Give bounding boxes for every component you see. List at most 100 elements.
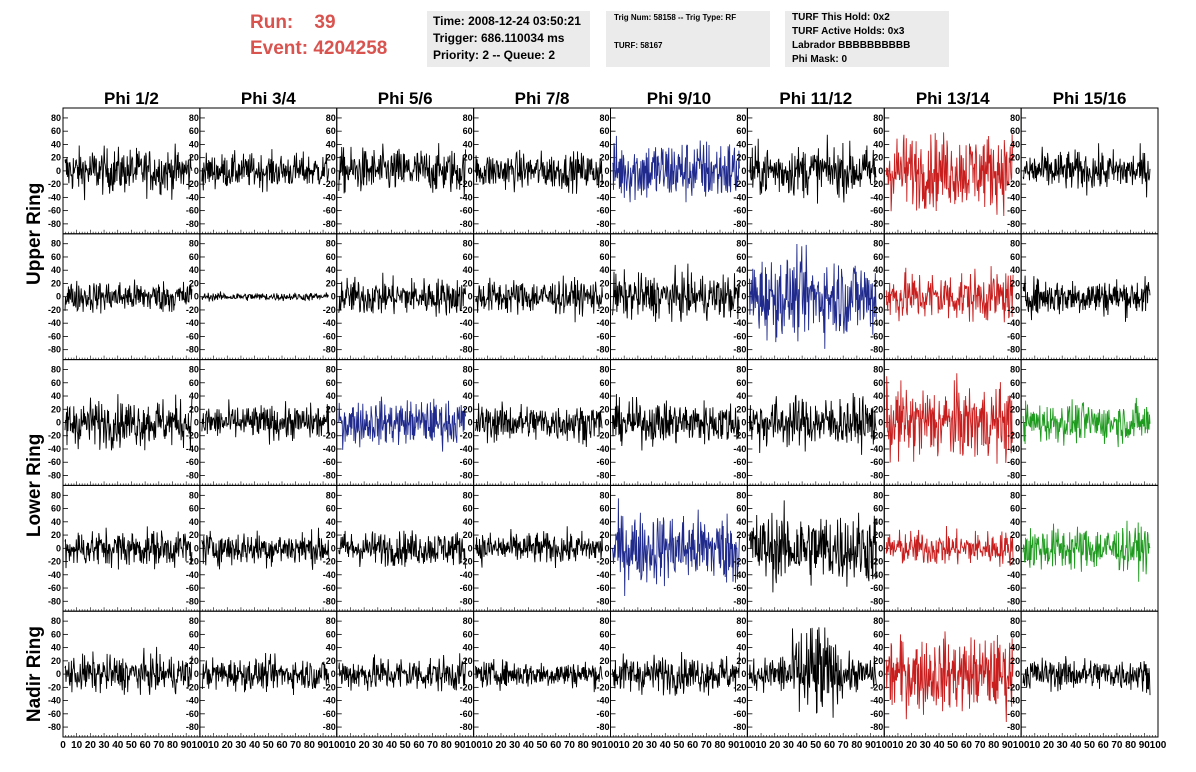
ytick-label-0-4-0: -80 xyxy=(596,219,609,229)
ytick-label-3-1-8: 80 xyxy=(189,490,199,500)
ytick-label-1-5-5: 20 xyxy=(736,278,746,288)
ytick-label-0-2-4: 0 xyxy=(331,166,336,176)
ytick-label-4-1-7: 60 xyxy=(189,629,199,639)
xtick-label-7-2: 20 xyxy=(1043,740,1055,751)
xtick-label-7-10: 100 xyxy=(1150,740,1167,751)
ytick-label-3-2-2: -40 xyxy=(323,570,336,580)
trig-num-line: Trig Num: 58158 -- Trig Type: RF xyxy=(614,13,737,22)
ytick-label-1-3-4: 0 xyxy=(468,292,473,302)
panel-frame-1-1 xyxy=(199,233,338,361)
ytick-label-3-1-4: 0 xyxy=(194,543,199,553)
ytick-label-2-7-1: -60 xyxy=(1007,457,1020,467)
ytick-label-3-6-5: 20 xyxy=(873,530,883,540)
ytick-label-3-3-0: -80 xyxy=(460,596,473,606)
ytick-label-1-1-1: -60 xyxy=(186,331,199,341)
ytick-label-2-7-5: 20 xyxy=(1010,404,1020,414)
ytick-label-4-7-5: 20 xyxy=(1010,656,1020,666)
xtick-label-5-7: 70 xyxy=(838,740,850,751)
run-label: Run: xyxy=(250,12,294,33)
ytick-label-0-6-7: 60 xyxy=(873,126,883,136)
xtick-label-6-10: 100 xyxy=(1013,740,1030,751)
xtick-label-1-9: 90 xyxy=(318,740,330,751)
ytick-label-0-4-4: 0 xyxy=(604,166,609,176)
ytick-label-1-1-2: -40 xyxy=(186,318,199,328)
xtick-label-5-9: 90 xyxy=(865,740,877,751)
ytick-label-0-3-6: 40 xyxy=(463,139,473,149)
row-title-0: Upper Ring xyxy=(24,183,45,285)
waveform-3-0 xyxy=(64,526,193,570)
ytick-label-0-7-4: 0 xyxy=(1015,166,1020,176)
ytick-label-0-1-0: -80 xyxy=(186,219,199,229)
xtick-label-7-9: 90 xyxy=(1139,740,1151,751)
ytick-label-1-7-2: -40 xyxy=(1007,318,1020,328)
ytick-label-2-5-1: -60 xyxy=(733,457,746,467)
ytick-label-4-1-8: 80 xyxy=(189,616,199,626)
ytick-label-4-3-6: 40 xyxy=(463,643,473,653)
ytick-label-4-6-4: 0 xyxy=(878,669,883,679)
ytick-label-1-3-8: 80 xyxy=(463,239,473,249)
xtick-label-4-6: 60 xyxy=(687,740,699,751)
ytick-label-1-5-8: 80 xyxy=(736,239,746,249)
ytick-label-3-7-0: -80 xyxy=(1007,596,1020,606)
ytick-label-0-3-2: -40 xyxy=(460,192,473,202)
ytick-label-3-2-7: 60 xyxy=(326,504,336,514)
ytick-label-1-7-0: -80 xyxy=(1007,345,1020,355)
ytick-label-0-5-7: 60 xyxy=(736,126,746,136)
ytick-label-3-3-4: 0 xyxy=(468,543,473,553)
xtick-label-6-3: 30 xyxy=(920,740,932,751)
ytick-label-0-0-3: -20 xyxy=(48,179,61,189)
waveform-2-2 xyxy=(338,396,467,452)
event-label: Event: xyxy=(250,38,309,59)
ytick-label-4-5-3: -20 xyxy=(733,682,746,692)
xtick-label-4-8: 80 xyxy=(714,740,726,751)
xtick-label-2-10: 100 xyxy=(465,740,482,751)
ytick-label-3-4-6: 40 xyxy=(599,517,609,527)
ytick-label-4-1-0: -80 xyxy=(186,722,199,732)
ytick-label-2-2-2: -40 xyxy=(323,444,336,454)
ytick-label-1-1-7: 60 xyxy=(189,252,199,262)
ytick-label-2-4-8: 80 xyxy=(599,365,609,375)
ytick-label-4-1-4: 0 xyxy=(194,669,199,679)
ytick-label-3-7-2: -40 xyxy=(1007,570,1020,580)
ytick-label-2-3-8: 80 xyxy=(463,365,473,375)
ytick-label-4-5-1: -60 xyxy=(733,709,746,719)
ytick-label-0-5-2: -40 xyxy=(733,192,746,202)
ytick-label-3-6-2: -40 xyxy=(870,570,883,580)
ytick-label-0-3-8: 80 xyxy=(463,113,473,123)
ytick-label-1-6-3: -20 xyxy=(870,305,883,315)
ytick-label-2-3-7: 60 xyxy=(463,378,473,388)
waveform-0-3 xyxy=(475,149,603,194)
ytick-label-3-6-1: -60 xyxy=(870,583,883,593)
ytick-label-3-4-5: 20 xyxy=(599,530,609,540)
xtick-label-3-7: 70 xyxy=(564,740,576,751)
ytick-label-3-1-3: -20 xyxy=(186,557,199,567)
waveform-2-0 xyxy=(64,394,193,451)
ytick-label-0-6-3: -20 xyxy=(870,179,883,189)
ytick-label-4-6-3: -20 xyxy=(870,682,883,692)
ytick-label-2-6-1: -60 xyxy=(870,457,883,467)
ytick-label-2-2-1: -60 xyxy=(323,457,336,467)
ytick-label-2-0-8: 80 xyxy=(51,365,61,375)
ytick-label-2-2-3: -20 xyxy=(323,431,336,441)
xtick-label-3-1: 10 xyxy=(482,740,494,751)
ytick-label-0-2-5: 20 xyxy=(326,153,336,163)
column-title-2: Phi 5/6 xyxy=(378,89,433,108)
xtick-label-5-4: 40 xyxy=(797,740,809,751)
ytick-label-3-0-1: -60 xyxy=(48,583,61,593)
xtick-label-6-8: 80 xyxy=(988,740,1000,751)
ytick-label-4-7-6: 40 xyxy=(1010,643,1020,653)
xtick-label-5-10: 100 xyxy=(876,740,893,751)
waveform-3-7 xyxy=(1022,520,1151,582)
ytick-label-0-1-2: -40 xyxy=(186,192,199,202)
waveform-2-6 xyxy=(885,373,1014,464)
ytick-label-2-7-7: 60 xyxy=(1010,378,1020,388)
ytick-label-3-3-1: -60 xyxy=(460,583,473,593)
ytick-label-2-5-0: -80 xyxy=(733,470,746,480)
ytick-label-1-5-7: 60 xyxy=(736,252,746,262)
ytick-label-0-0-6: 40 xyxy=(51,139,61,149)
ytick-label-4-7-0: -80 xyxy=(1007,722,1020,732)
xtick-label-3-10: 100 xyxy=(602,740,619,751)
ytick-label-2-1-3: -20 xyxy=(186,431,199,441)
ytick-label-2-3-2: -40 xyxy=(460,444,473,454)
ytick-label-2-3-6: 40 xyxy=(463,391,473,401)
